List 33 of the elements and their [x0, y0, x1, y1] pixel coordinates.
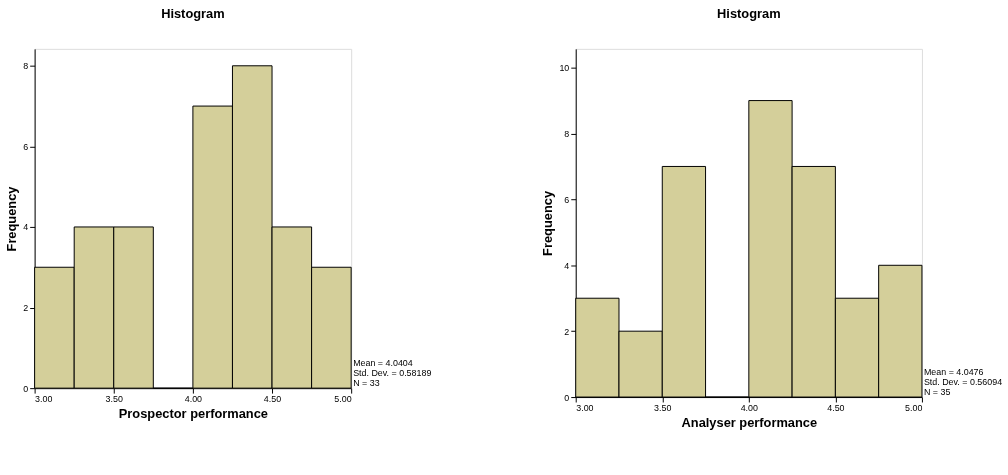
- x-tick-label: 5.00: [334, 394, 352, 405]
- x-tick-label: 3.00: [35, 394, 53, 405]
- y-axis-title: Frequency: [540, 190, 556, 256]
- y-tick-label: 2: [23, 303, 29, 314]
- x-tick-label: 4.00: [184, 394, 203, 405]
- y-tick-label: 4: [23, 222, 29, 233]
- text: Std. Dev. = 0.56094: [923, 377, 1003, 388]
- text: Mean = 4.0404: [353, 358, 413, 369]
- x-tick-label: 3.50: [654, 403, 672, 414]
- x-tick-label: 3.50: [105, 394, 123, 405]
- chart-title: Histogram: [161, 6, 225, 22]
- x-axis-title: Prospector performance: [118, 406, 268, 422]
- x-tick-label: 4.00: [740, 403, 759, 414]
- y-tick-label: 2: [564, 326, 570, 337]
- text: N = 35: [923, 387, 951, 398]
- text: Mean = 4.0476: [923, 367, 984, 378]
- text: Std. Dev. = 0.58189: [353, 368, 432, 379]
- x-tick-label: 4.50: [263, 394, 282, 405]
- x-tick-label: 4.50: [827, 403, 845, 414]
- y-tick-label: 0: [23, 383, 29, 394]
- chart-title: Histogram: [717, 6, 781, 22]
- y-tick-label: 10: [559, 63, 570, 74]
- y-tick-label: 6: [564, 194, 570, 205]
- y-tick-label: 8: [564, 128, 570, 139]
- x-tick-label: 5.00: [905, 403, 923, 414]
- y-tick-label: 4: [564, 260, 570, 271]
- y-axis-title: Frequency: [4, 185, 20, 252]
- y-tick-label: 6: [23, 141, 29, 152]
- x-axis-title: Analyser performance: [681, 415, 818, 431]
- text: N = 33: [353, 378, 380, 389]
- y-tick-label: 8: [23, 61, 29, 72]
- y-tick-label: 0: [564, 392, 570, 403]
- x-tick-label: 3.00: [576, 403, 594, 414]
